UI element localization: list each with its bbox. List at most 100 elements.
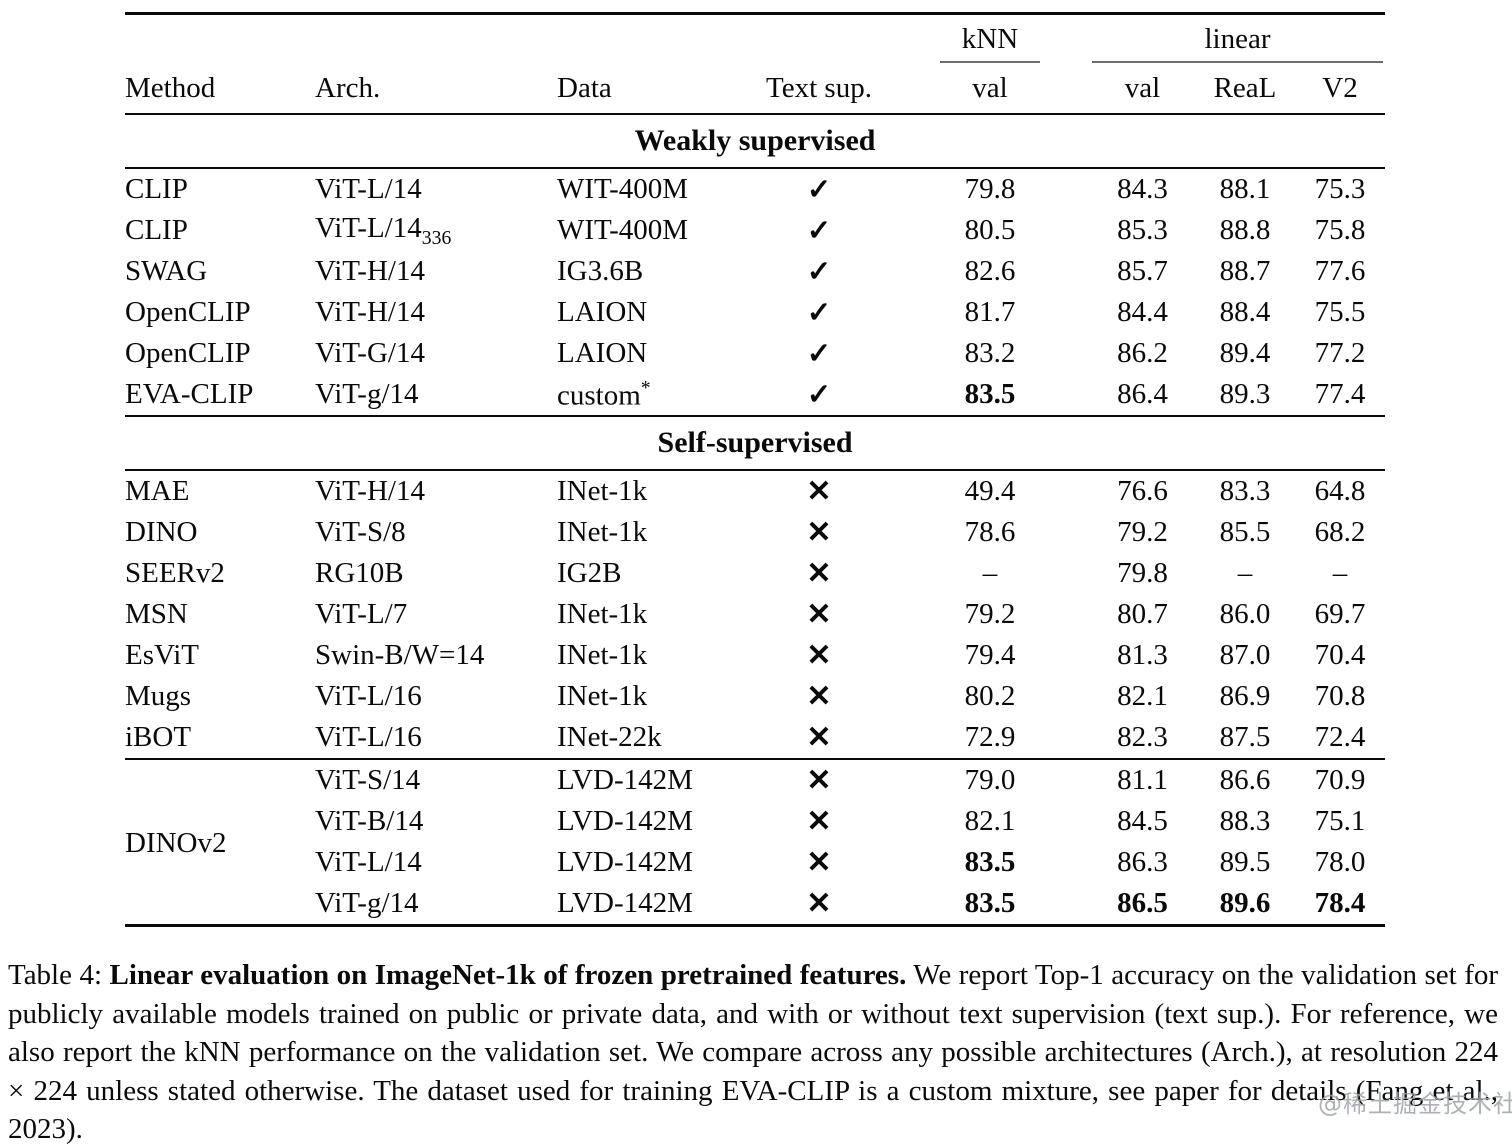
caption-title: Linear evaluation on ImageNet-1k of froz… (109, 959, 907, 991)
cell-method: CLIP (125, 214, 188, 246)
cell-text-sup: ✓ (748, 210, 890, 251)
cell-data: LVD-142M (557, 887, 693, 919)
cross-icon: ✕ (806, 475, 832, 508)
cell-linear-val: 84.3 (1117, 173, 1168, 205)
cell-data: INet-1k (557, 680, 648, 712)
cell-linear-val: 86.2 (1117, 337, 1168, 369)
cell-text-sup: ✓ (748, 292, 890, 333)
cell-knn-val: 83.5 (964, 378, 1016, 410)
cell-linear-v2: 72.4 (1314, 721, 1366, 753)
cell-knn-val: 83.5 (964, 846, 1016, 878)
table-row: CLIP ViT-L/14336 WIT-400M ✓ 80.5 85.3 88… (125, 210, 1385, 251)
cell-linear-v2: 70.8 (1314, 680, 1366, 712)
cell-linear-val: 84.4 (1117, 296, 1168, 328)
cell-method: EsViT (125, 639, 199, 671)
cell-method: DINO (125, 516, 198, 548)
cell-linear-val: 81.1 (1090, 758, 1195, 801)
cell-linear-v2: 75.5 (1314, 296, 1366, 328)
cell-linear-real: 88.7 (1219, 255, 1271, 287)
cell-linear-v2: 68.2 (1314, 516, 1366, 548)
cell-method: MAE (125, 475, 190, 507)
col-header-knn-val: val (890, 63, 1090, 115)
table-row: SWAG ViT-H/14 IG3.6B ✓ 82.6 85.7 88.7 77… (125, 251, 1385, 292)
group-header-knn-label: kNN (939, 23, 1041, 63)
cell-knn-val: 83.5 (964, 887, 1016, 919)
cell-linear-val: 85.3 (1117, 214, 1168, 246)
table-row: ViT-B/14 LVD-142M ✕ 82.1 84.5 88.3 75.1 (125, 801, 1385, 842)
caption-label: Table 4: (8, 959, 103, 991)
table-caption: Table 4: Linear evaluation on ImageNet-1… (8, 956, 1498, 1148)
cross-icon: ✕ (806, 764, 832, 797)
cell-arch: ViT-S/14 (315, 758, 557, 801)
cell-linear-real: 89.5 (1219, 846, 1271, 878)
cell-data: IG2B (557, 557, 622, 589)
cell-knn-val: 81.7 (964, 296, 1016, 328)
cell-linear-val: 80.7 (1117, 598, 1168, 630)
col-header-text-sup: Text sup. (748, 63, 890, 115)
cross-icon: ✕ (806, 516, 832, 549)
results-table: kNN linear Method Arch. Data Text sup. v… (125, 12, 1386, 927)
table-row: Mugs ViT-L/16 INet-1k ✕ 80.2 82.1 86.9 7… (125, 676, 1385, 717)
cell-knn-val: 49.4 (964, 475, 1016, 507)
group-header-knn: kNN (890, 14, 1090, 63)
cell-text-sup: ✕ (748, 635, 890, 676)
table-row: MSN ViT-L/7 INet-1k ✕ 79.2 80.7 86.0 69.… (125, 594, 1385, 635)
cell-linear-val: 79.8 (1117, 557, 1168, 589)
cell-knn-val: 79.8 (964, 173, 1016, 205)
cell-knn-val: 82.6 (964, 255, 1016, 287)
cell-method: SEERv2 (125, 557, 225, 589)
cell-linear-real: 86.6 (1195, 758, 1295, 801)
caption-body: We report Top-1 accuracy on the validati… (8, 959, 1499, 1145)
cell-text-sup: ✕ (748, 676, 890, 717)
cell-knn-val: 79.2 (964, 598, 1016, 630)
table-row: ViT-g/14 LVD-142M ✕ 83.5 86.5 89.6 78.4 (125, 883, 1385, 926)
cell-linear-v2: 78.4 (1314, 887, 1366, 919)
cross-icon: ✕ (806, 680, 832, 713)
cell-arch: ViT-H/14 (315, 255, 425, 287)
cell-linear-v2: 70.9 (1295, 758, 1386, 801)
cell-arch: ViT-H/14 (315, 296, 425, 328)
cell-knn-val: 83.2 (964, 337, 1016, 369)
cell-text-sup: ✕ (748, 594, 890, 635)
cell-text-sup: ✕ (748, 883, 890, 926)
cell-linear-real: – (1237, 557, 1253, 589)
cell-data: WIT-400M (557, 173, 689, 205)
group-header-linear: linear (1090, 14, 1385, 63)
cell-linear-v2: 77.6 (1314, 255, 1366, 287)
cell-knn-val: 80.2 (964, 680, 1016, 712)
cell-linear-v2: 70.4 (1314, 639, 1366, 671)
watermark: @稀土掘金技术社区 (1318, 1090, 1512, 1118)
cell-text-sup: ✕ (748, 470, 890, 512)
cross-icon: ✕ (806, 846, 832, 879)
arch-label: ViT-L/14 (315, 211, 422, 244)
cell-linear-real: 89.6 (1219, 887, 1271, 919)
cell-linear-real: 86.0 (1219, 598, 1271, 630)
data-superscript: * (640, 376, 651, 399)
checkmark-icon: ✓ (806, 215, 832, 247)
cell-data: LVD-142M (557, 846, 693, 878)
cell-knn-val: 79.0 (890, 758, 1090, 801)
checkmark-icon: ✓ (806, 338, 832, 370)
cell-method: CLIP (125, 173, 188, 205)
col-header-arch: Arch. (315, 63, 557, 115)
cell-arch: ViT-g/14 (315, 378, 419, 410)
section-header-row: Self-supervised (125, 415, 1386, 471)
cell-linear-v2: 64.8 (1314, 475, 1366, 507)
cell-arch: ViT-L/16 (315, 680, 422, 712)
cell-linear-val: 81.3 (1117, 639, 1168, 671)
cell-linear-val: 86.4 (1117, 378, 1168, 410)
cell-linear-real: 86.9 (1219, 680, 1271, 712)
checkmark-icon: ✓ (806, 174, 832, 206)
cell-knn-val: 79.4 (964, 639, 1016, 671)
section-title-weakly-supervised: Weakly supervised (125, 113, 1386, 169)
cell-data: INet-1k (557, 475, 648, 507)
column-header-row: Method Arch. Data Text sup. val val ReaL… (125, 63, 1386, 115)
cell-text-sup: ✓ (748, 168, 890, 210)
cell-linear-val: 86.5 (1117, 887, 1168, 919)
table-row: DINOv2 ViT-S/14 LVD-142M ✕ 79.0 81.1 86.… (125, 758, 1386, 926)
cell-linear-real: 88.4 (1219, 296, 1271, 328)
cell-linear-real: 88.8 (1219, 214, 1271, 246)
col-header-data: Data (557, 63, 748, 115)
cell-text-sup: ✕ (748, 553, 890, 594)
